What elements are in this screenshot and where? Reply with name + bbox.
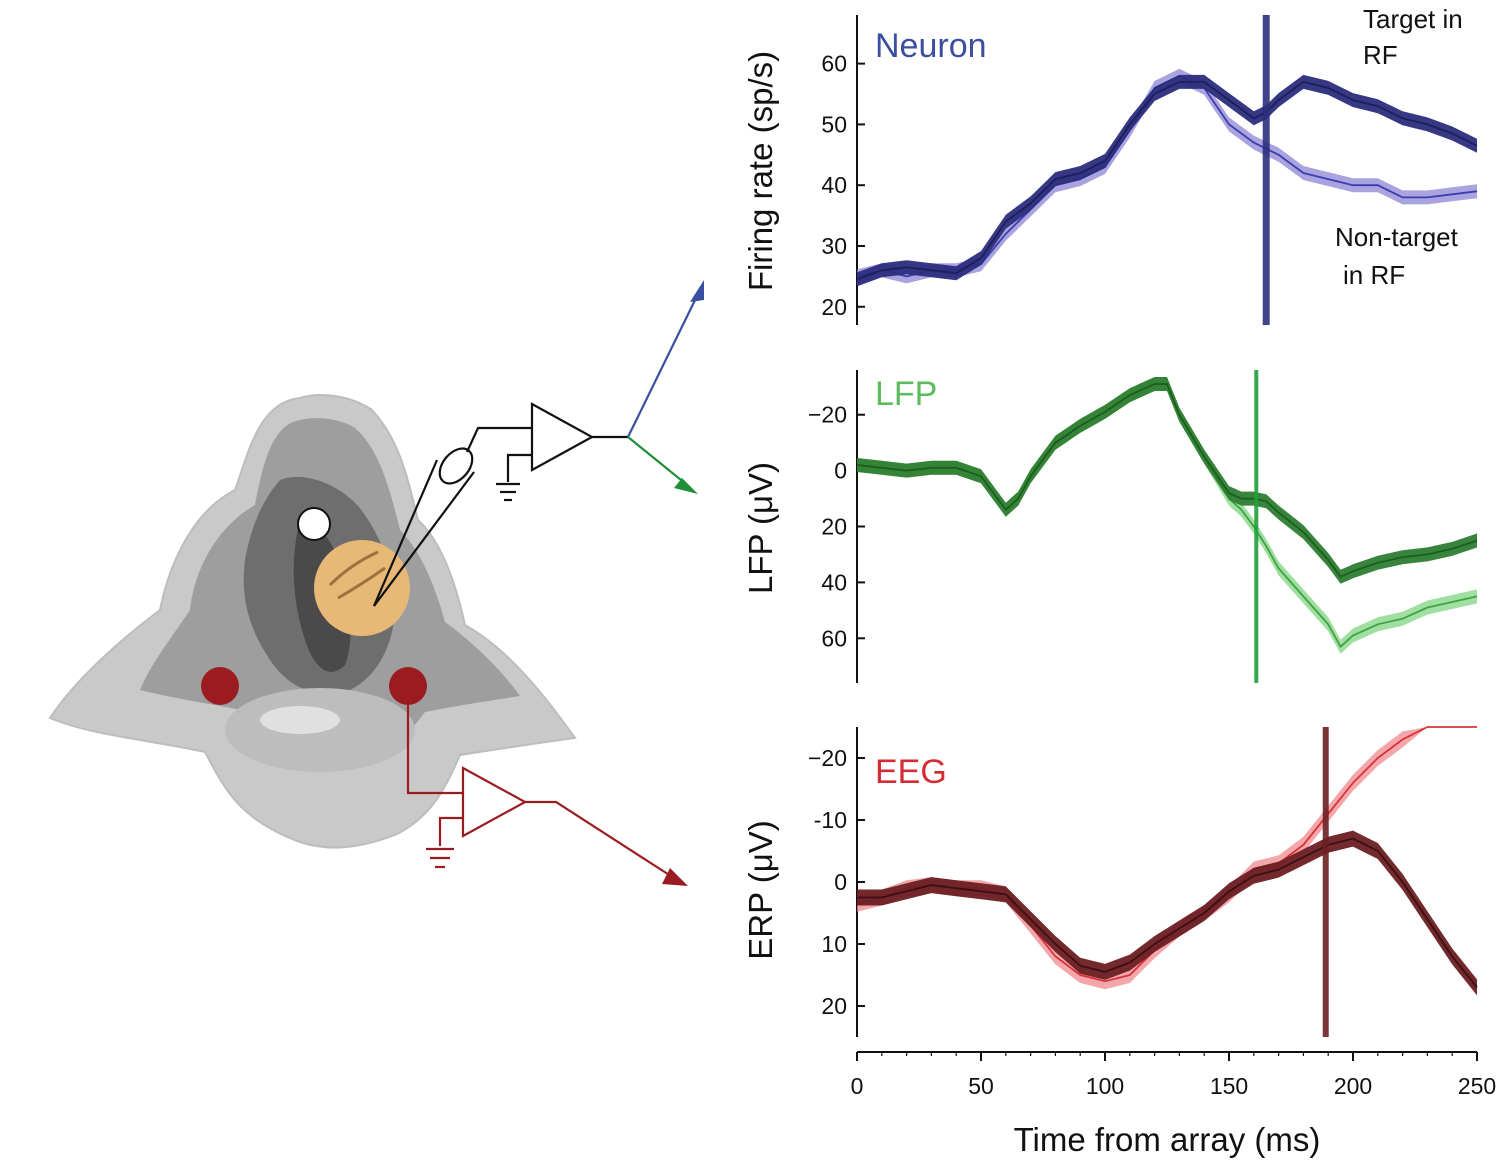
annotation-nontarget-in-rf: Non-target bbox=[1335, 222, 1459, 252]
lfp-non-target-in-rf-line bbox=[856, 383, 1478, 649]
eeg-y-tick-label: -10 bbox=[814, 807, 847, 833]
lfp-y-axis-label: LFP (μV) bbox=[742, 462, 779, 594]
lfp-panel-title: LFP bbox=[875, 375, 937, 413]
lfp-target-in-rf-band bbox=[857, 377, 1477, 584]
neuron-y-tick-label: 50 bbox=[821, 111, 847, 137]
x-tick-label: 200 bbox=[1334, 1073, 1372, 1099]
neuron-panel-title: Neuron bbox=[875, 27, 987, 65]
lfp-arrow-head-icon bbox=[674, 478, 698, 494]
x-tick-label: 150 bbox=[1210, 1073, 1248, 1099]
eeg-electrode-right-marker bbox=[389, 667, 427, 705]
brain-section-illustration bbox=[48, 394, 577, 849]
x-axis-label: Time from array (ms) bbox=[1014, 1121, 1321, 1158]
neuron-y-tick-label: 20 bbox=[821, 294, 847, 320]
neuron-non-target-in-rf-band bbox=[857, 68, 1477, 284]
lower-highlight-shape bbox=[260, 706, 340, 734]
x-tick-label: 0 bbox=[851, 1073, 864, 1099]
eeg-y-tick-label: 20 bbox=[821, 993, 847, 1019]
neuron-y-tick-label: 30 bbox=[821, 233, 847, 259]
neuron-arrow-head-icon bbox=[690, 280, 704, 302]
neuron-y-tick-label: 60 bbox=[821, 51, 847, 77]
x-tick-label: 250 bbox=[1458, 1073, 1496, 1099]
neuron-y-tick-label: 40 bbox=[821, 172, 847, 198]
eeg-y-tick-label: −20 bbox=[808, 745, 847, 771]
eeg-arrow-head-icon bbox=[662, 868, 688, 886]
recording-site-texture bbox=[328, 550, 386, 600]
lfp-y-tick-label: 0 bbox=[834, 458, 847, 484]
neuron-arrow bbox=[627, 293, 699, 438]
microelectrode-amplifier-circuit bbox=[372, 402, 628, 607]
lfp-target-in-rf-line bbox=[856, 383, 1478, 578]
lfp-non-target-in-rf-band bbox=[857, 377, 1477, 654]
x-tick-label: 50 bbox=[968, 1073, 994, 1099]
eeg-target-in-rf-line bbox=[857, 837, 1478, 988]
eeg-y-tick-label: 0 bbox=[834, 869, 847, 895]
lfp-y-tick-label: 60 bbox=[821, 625, 847, 651]
annotation-target-in-rf-2: RF bbox=[1363, 40, 1398, 70]
reference-electrode-marker bbox=[297, 507, 331, 541]
lfp-arrow bbox=[627, 436, 687, 485]
eeg-electrode-left-marker bbox=[201, 667, 239, 705]
eeg-y-axis-label: ERP (μV) bbox=[742, 820, 779, 959]
x-axis: 0 50 100 150 200 250 bbox=[851, 1051, 1496, 1099]
lfp-y-tick-label: −20 bbox=[808, 402, 847, 428]
eeg-target-in-rf-band bbox=[857, 830, 1477, 996]
annotation-target-in-rf: Target in bbox=[1363, 4, 1463, 34]
neuron-target-in-rf-band bbox=[857, 74, 1477, 287]
eeg-panel: −20 -10 0 10 20 bbox=[808, 726, 1478, 1037]
neuron-target-in-rf-line bbox=[856, 80, 1478, 281]
x-tick-label: 100 bbox=[1086, 1073, 1124, 1099]
lfp-y-tick-label: 40 bbox=[821, 569, 847, 595]
eeg-y-tick-label: 10 bbox=[821, 931, 847, 957]
recording-site-marker bbox=[314, 540, 410, 636]
neuron-y-axis-label: Firing rate (sp/s) bbox=[742, 51, 779, 291]
eeg-amplifier-circuit bbox=[406, 705, 675, 879]
lfp-panel: −20 0 20 40 60 bbox=[808, 370, 1478, 683]
neuron-panel: 20 30 40 50 60 bbox=[821, 15, 1478, 325]
lfp-y-tick-label: 20 bbox=[821, 514, 847, 540]
eeg-panel-title: EEG bbox=[875, 753, 947, 791]
annotation-nontarget-in-rf-2: in RF bbox=[1343, 260, 1405, 290]
